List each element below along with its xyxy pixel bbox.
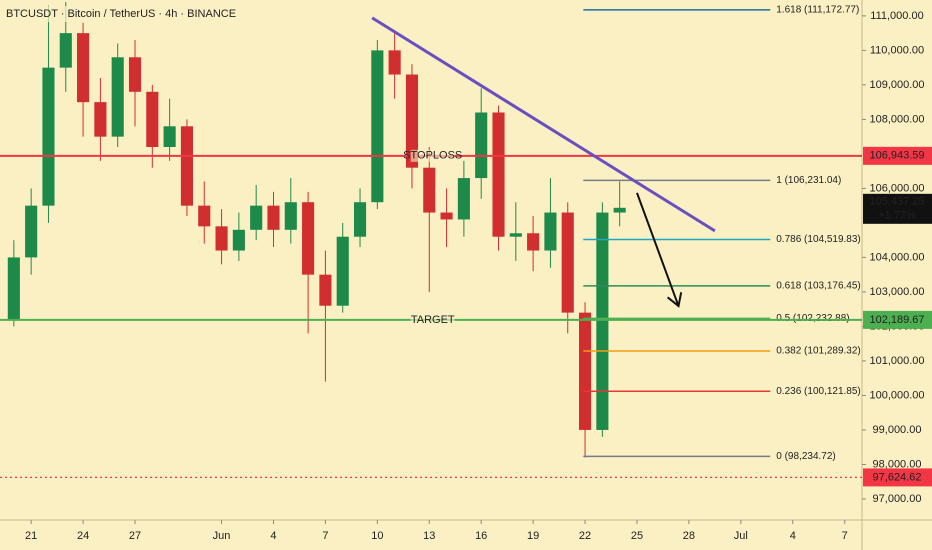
x-tick-label: 28 bbox=[683, 530, 695, 542]
candle-body bbox=[42, 67, 55, 206]
level-price-label: 106,943.59 bbox=[869, 150, 924, 162]
candle-body bbox=[405, 74, 419, 168]
candle-body bbox=[371, 50, 384, 203]
candle-body bbox=[319, 274, 332, 306]
candle-body bbox=[544, 212, 557, 251]
fib-label: 0 (98,234.72) bbox=[776, 451, 836, 462]
x-tick-label: 25 bbox=[631, 530, 643, 542]
candle-body bbox=[250, 205, 263, 230]
y-tick-label: 101,000.00 bbox=[869, 355, 924, 367]
arrow-shaft bbox=[636, 192, 680, 307]
x-tick-label: 19 bbox=[527, 530, 539, 542]
candle-body bbox=[128, 57, 142, 92]
fib-label: 1 (106,231.04) bbox=[776, 175, 841, 186]
y-tick-label: 111,000.00 bbox=[870, 10, 923, 22]
current-price-label: 105,437.25 bbox=[869, 196, 924, 208]
candle-body bbox=[561, 212, 574, 313]
candle-body bbox=[440, 212, 453, 220]
y-tick-label: 99,000.00 bbox=[873, 424, 922, 436]
level-name-bg bbox=[410, 149, 455, 162]
candle-body bbox=[613, 207, 626, 213]
x-tick-label: Jun bbox=[213, 530, 231, 542]
x-tick-label: 7 bbox=[322, 530, 328, 542]
fib-label: 0.382 (101,289.32) bbox=[776, 346, 861, 357]
candle-body bbox=[215, 226, 228, 251]
fib-label: 0.786 (104,519.83) bbox=[776, 234, 861, 245]
y-tick-label: 108,000.00 bbox=[869, 113, 924, 125]
candle-body bbox=[457, 178, 470, 220]
y-tick-label: 97,000.00 bbox=[873, 493, 922, 505]
candle-body bbox=[94, 102, 107, 137]
candle-body bbox=[267, 205, 280, 230]
x-tick-label: Jul bbox=[734, 530, 748, 542]
level-price-label: 102,189.67 bbox=[869, 314, 924, 326]
candle-body bbox=[492, 112, 505, 237]
y-tick-label: 100,000.00 bbox=[869, 389, 924, 401]
candle-body bbox=[7, 257, 20, 320]
y-tick-label: 98,000.00 bbox=[873, 458, 922, 470]
x-tick-label: 24 bbox=[77, 530, 89, 542]
level-price-tag bbox=[863, 468, 932, 487]
trendline bbox=[371, 16, 716, 233]
candle-body bbox=[284, 202, 297, 230]
current-price-tag bbox=[863, 193, 932, 224]
candle-body bbox=[59, 33, 72, 68]
candle-body bbox=[423, 167, 436, 213]
fib-label: 0.618 (103,176.45) bbox=[776, 280, 861, 291]
candle-body bbox=[475, 112, 488, 179]
x-tick-label: 21 bbox=[25, 530, 37, 542]
fib-label: 0.236 (100,121.85) bbox=[776, 386, 861, 397]
level-price-tag bbox=[863, 146, 932, 165]
x-tick-label: 13 bbox=[423, 530, 435, 542]
x-tick-label: 16 bbox=[475, 530, 487, 542]
candle-body bbox=[180, 126, 193, 206]
y-tick-label: 110,000.00 bbox=[870, 44, 924, 56]
candle-body bbox=[146, 91, 159, 147]
candle-body bbox=[578, 312, 592, 430]
y-tick-label: 109,000.00 bbox=[869, 79, 924, 91]
arrow-head bbox=[666, 292, 683, 308]
candle-body bbox=[25, 205, 38, 258]
current-price-change: +1.77% bbox=[878, 210, 916, 222]
candle-body bbox=[198, 205, 211, 227]
x-tick-label: 22 bbox=[579, 530, 591, 542]
x-tick-label: 4 bbox=[270, 530, 276, 542]
x-tick-label: 10 bbox=[371, 530, 383, 542]
x-tick-label: 27 bbox=[129, 530, 141, 542]
candle-body bbox=[163, 126, 176, 147]
y-tick-label: 104,000.00 bbox=[869, 251, 924, 263]
chart-title: BTCUSDT · Bitcoin / TetherUS · 4h · BINA… bbox=[6, 8, 236, 20]
x-tick-label: 4 bbox=[790, 530, 796, 542]
y-tick-label: 106,000.00 bbox=[869, 182, 924, 194]
candle-body bbox=[388, 50, 401, 75]
level-name: STOPLOSS bbox=[403, 150, 462, 162]
y-tick-label: 103,000.00 bbox=[869, 286, 924, 298]
level-name: TARGET bbox=[411, 314, 455, 326]
level-price-tag bbox=[863, 310, 932, 329]
candle-body bbox=[509, 233, 522, 237]
candle-body bbox=[232, 229, 245, 251]
x-tick-label: 7 bbox=[842, 530, 848, 542]
fib-label: 0.5 (102,232.88) bbox=[776, 313, 849, 324]
level-price-label: 97,624.62 bbox=[873, 471, 922, 483]
candle-body bbox=[302, 202, 315, 275]
fib-label: 1.618 (111,172.77) bbox=[776, 5, 859, 16]
candle-body bbox=[336, 236, 349, 306]
candle-body bbox=[527, 233, 540, 251]
candle-body bbox=[596, 212, 609, 430]
candle-body bbox=[353, 202, 367, 237]
candle-body bbox=[111, 57, 124, 137]
level-name-bg bbox=[410, 313, 455, 326]
title-bg bbox=[2, 6, 222, 22]
candle-body bbox=[77, 33, 90, 103]
